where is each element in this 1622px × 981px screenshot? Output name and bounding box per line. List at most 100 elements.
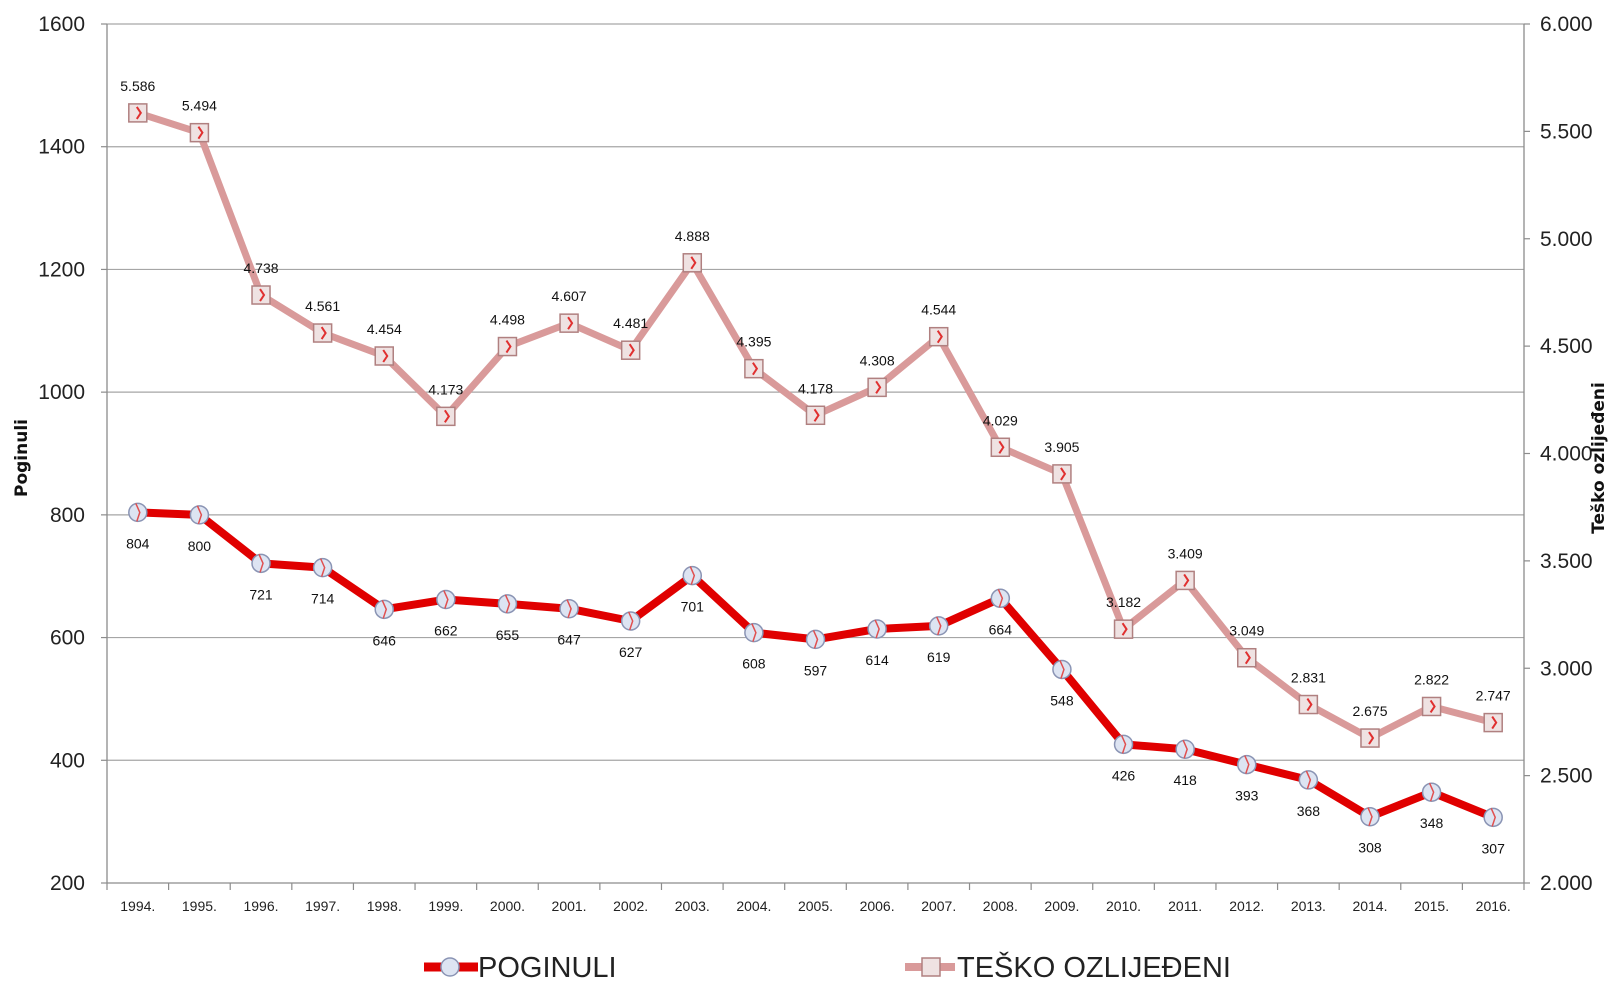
data-label-tesko-ozlijedeni: 2.747: [1476, 688, 1511, 704]
data-label-tesko-ozlijedeni: 4.029: [983, 412, 1018, 428]
data-label-tesko-ozlijedeni: 4.888: [675, 228, 710, 244]
data-point-poginuli: [1421, 782, 1442, 802]
data-label-poginuli: 647: [557, 632, 581, 648]
data-label-poginuli: 426: [1112, 767, 1136, 783]
x-tick-label: 2015.: [1414, 898, 1449, 914]
data-point-poginuli: [682, 565, 703, 586]
data-label-tesko-ozlijedeni: 4.544: [921, 302, 956, 318]
data-point-tesko-ozlijedeni: [1175, 570, 1195, 591]
data-point-detail-poginuli: [319, 558, 326, 577]
data-point-detail-poginuli: [1305, 770, 1312, 790]
data-label-poginuli: 608: [742, 656, 766, 672]
data-label-poginuli: 655: [496, 627, 520, 643]
x-tick-label: 2003.: [675, 898, 710, 914]
legend: POGINULI TEŠKO OZLIJEĐENI: [424, 950, 1231, 981]
data-label-poginuli: 307: [1482, 840, 1506, 856]
data-label-poginuli: 714: [311, 591, 335, 607]
data-point-tesko-ozlijedeni: [805, 405, 826, 426]
data-point-tesko-ozlijedeni: [559, 313, 579, 333]
data-label-poginuli: 804: [126, 535, 150, 551]
data-point-tesko-ozlijedeni: [928, 326, 949, 347]
series-tesko-ozlijedeni: 5.586 5.494 4.738 4.561 4.454 4.173 4.498 4.607…: [120, 78, 1511, 748]
data-label-tesko-ozlijedeni: 4.308: [860, 352, 895, 368]
data-point-detail-poginuli: [689, 566, 696, 585]
data-point-detail-poginuli: [443, 590, 449, 609]
data-point-detail-tesko-ozlijedeni: [813, 408, 820, 422]
x-tick-labels: 1994. 1995. 1996. 1997. 1998. 1999. 2000. 2001.…: [120, 898, 1510, 914]
data-point-detail-poginuli: [135, 503, 141, 522]
data-point-detail-tesko-ozlijedeni: [690, 256, 697, 270]
data-point-tesko-ozlijedeni: [1113, 619, 1134, 639]
data-point-detail-poginuli: [1428, 782, 1435, 802]
data-point-poginuli: [620, 611, 641, 631]
data-point-detail-tesko-ozlijedeni: [628, 343, 635, 357]
data-point-tesko-ozlijedeni: [374, 346, 394, 366]
data-label-poginuli: 348: [1420, 815, 1444, 831]
legend-label-tesko: TEŠKO OZLIJEĐENI: [957, 950, 1231, 981]
data-label-tesko-ozlijedeni: 4.173: [428, 381, 463, 397]
data-label-tesko-ozlijedeni: 3.409: [1168, 545, 1203, 561]
data-point-poginuli: [374, 599, 394, 620]
data-point-poginuli: [559, 598, 579, 619]
data-point-detail-poginuli: [1120, 735, 1127, 754]
data-point-detail-tesko-ozlijedeni: [936, 330, 943, 344]
data-label-tesko-ozlijedeni: 5.494: [182, 98, 217, 114]
data-label-tesko-ozlijedeni: 4.395: [736, 334, 771, 350]
data-point-poginuli: [312, 557, 333, 578]
data-point-tesko-ozlijedeni: [990, 437, 1011, 458]
data-point-detail-poginuli: [258, 554, 264, 573]
axes: [101, 23, 1530, 890]
data-label-poginuli: 627: [619, 644, 643, 660]
data-label-tesko-ozlijedeni: 3.905: [1044, 439, 1079, 455]
data-point-poginuli: [497, 594, 518, 614]
data-point-poginuli: [1175, 739, 1195, 759]
y-left-tick-label: 1000: [38, 381, 85, 404]
data-point-detail-tesko-ozlijedeni: [1368, 731, 1375, 745]
x-tick-label: 1997.: [305, 898, 340, 914]
x-tick-label: 2010.: [1106, 898, 1141, 914]
data-label-poginuli: 701: [681, 599, 705, 615]
x-tick-label: 2002.: [613, 898, 648, 914]
data-label-poginuli: 662: [434, 623, 458, 639]
legend-marker-tesko: [921, 957, 941, 977]
y-right-tick-label: 4.000: [1540, 443, 1593, 466]
x-tick-label: 1996.: [243, 898, 278, 914]
data-label-tesko-ozlijedeni: 4.178: [798, 380, 833, 396]
y-left-axis-title: Poginuli: [12, 419, 32, 497]
data-label-tesko-ozlijedeni: 2.822: [1414, 671, 1449, 687]
data-label-poginuli: 721: [249, 586, 273, 602]
x-tick-label: 1995.: [182, 898, 217, 914]
data-point-poginuli: [990, 588, 1011, 609]
data-point-detail-poginuli: [504, 594, 511, 614]
data-point-detail-tesko-ozlijedeni: [875, 380, 882, 394]
data-point-tesko-ozlijedeni: [436, 406, 456, 427]
data-point-tesko-ozlijedeni: [128, 103, 148, 123]
y-left-tick-label: 1600: [38, 13, 85, 36]
data-point-detail-tesko-ozlijedeni: [1491, 716, 1498, 730]
legend-label-poginuli: POGINULI: [478, 952, 617, 981]
data-label-poginuli: 800: [188, 538, 212, 554]
data-point-tesko-ozlijedeni: [1052, 464, 1072, 484]
data-point-poginuli: [1113, 734, 1134, 755]
x-tick-label: 2007.: [921, 898, 956, 914]
y-right-tick-label: 3.500: [1540, 550, 1593, 573]
data-point-tesko-ozlijedeni: [1298, 694, 1319, 715]
data-label-tesko-ozlijedeni: 2.675: [1352, 703, 1387, 719]
data-label-tesko-ozlijedeni: 4.454: [367, 321, 402, 337]
data-point-detail-poginuli: [1490, 808, 1497, 827]
data-point-tesko-ozlijedeni: [744, 358, 764, 379]
x-tick-label: 2006.: [860, 898, 895, 914]
data-point-poginuli: [928, 616, 949, 636]
legend-item-poginuli: POGINULI: [424, 952, 617, 981]
data-point-detail-poginuli: [1367, 807, 1373, 826]
x-tick-label: 2009.: [1044, 898, 1079, 914]
x-tick-label: 2012.: [1229, 898, 1264, 914]
data-point-poginuli: [1360, 806, 1380, 827]
y-left-tick-label: 1200: [38, 258, 85, 281]
data-point-detail-tesko-ozlijedeni: [444, 409, 451, 423]
data-label-tesko-ozlijedeni: 3.182: [1106, 594, 1141, 610]
data-point-detail-poginuli: [1244, 755, 1250, 774]
x-tick-label: 2014.: [1352, 898, 1387, 914]
y-left-tick-label: 1400: [38, 136, 85, 159]
y-right-axis-title: Teško ozlijeđeni: [1589, 382, 1609, 534]
